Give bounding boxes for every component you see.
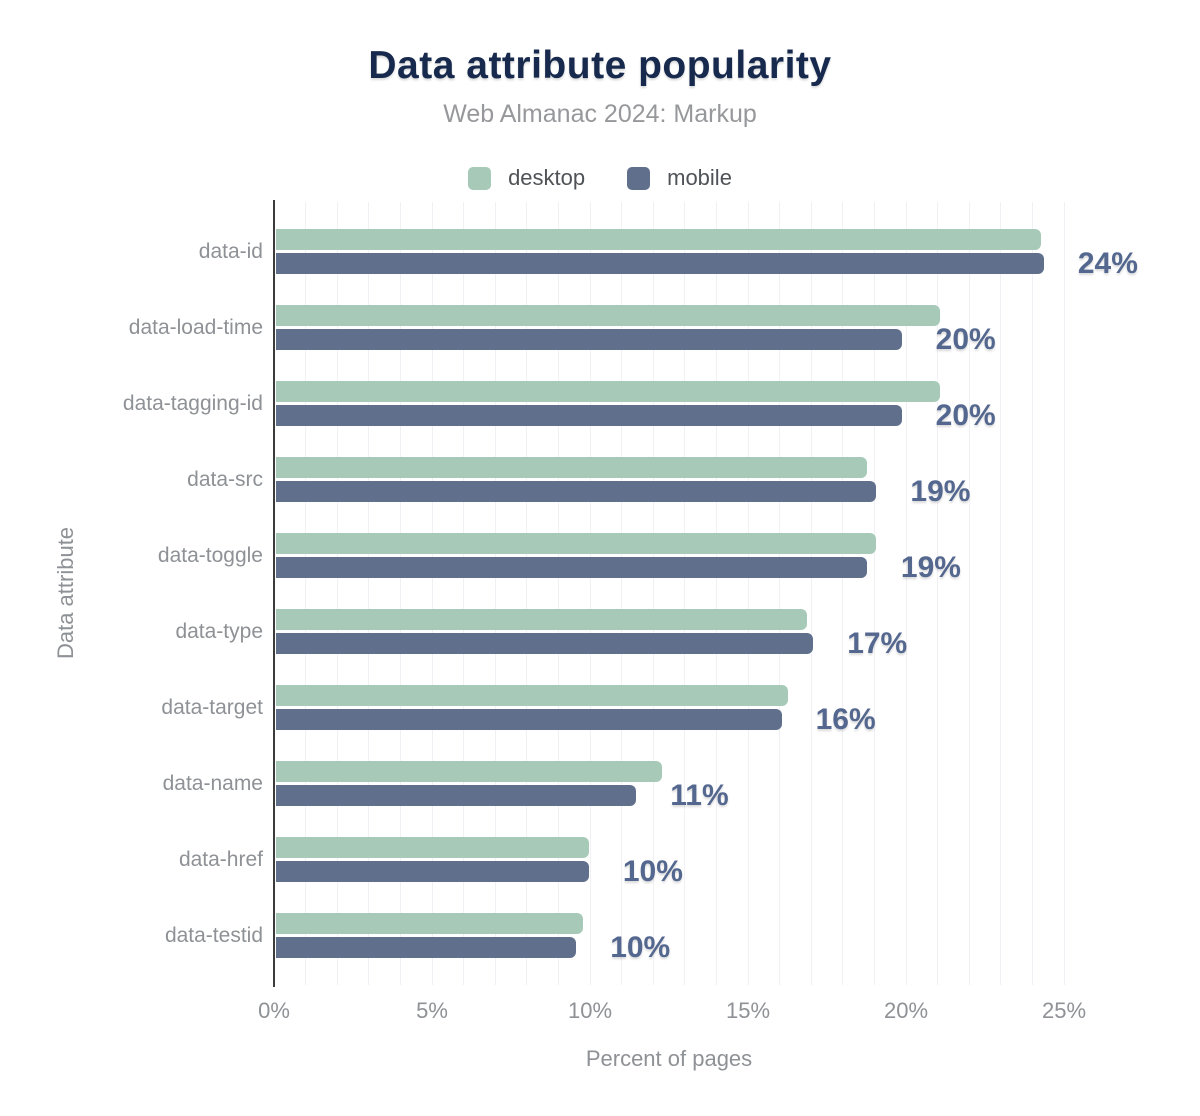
gridline bbox=[652, 202, 654, 985]
bar-desktop[interactable] bbox=[276, 837, 589, 858]
chart-title: Data attribute popularity bbox=[368, 44, 832, 87]
legend-label-desktop: desktop bbox=[508, 165, 586, 190]
category-label: data-name bbox=[162, 772, 263, 795]
bar-desktop[interactable] bbox=[276, 913, 583, 934]
gridline bbox=[810, 202, 812, 985]
gridline bbox=[873, 202, 875, 985]
category-label: data-target bbox=[161, 696, 263, 719]
bar-mobile[interactable] bbox=[276, 709, 782, 730]
gridline bbox=[842, 202, 844, 985]
category-label: data-toggle bbox=[157, 544, 263, 567]
bar-desktop[interactable] bbox=[276, 533, 877, 554]
x-tick-label: 20% bbox=[883, 998, 929, 1023]
value-label: 19% bbox=[900, 551, 961, 584]
value-label: 17% bbox=[847, 627, 908, 660]
bar-mobile[interactable] bbox=[276, 405, 902, 426]
bar-desktop[interactable] bbox=[276, 305, 940, 326]
legend: desktop mobile bbox=[0, 164, 1200, 192]
desktop-swatch-icon bbox=[468, 166, 492, 190]
y-axis-line bbox=[273, 200, 275, 987]
bar-mobile[interactable] bbox=[276, 937, 577, 958]
gridline bbox=[1000, 202, 1002, 985]
bar-desktop[interactable] bbox=[276, 761, 662, 782]
value-label: 11% bbox=[670, 779, 729, 812]
gridline bbox=[368, 202, 370, 985]
gridline bbox=[1031, 202, 1033, 985]
category-label: data-testid bbox=[164, 924, 263, 947]
gridline bbox=[463, 202, 465, 985]
mobile-swatch-icon bbox=[627, 166, 651, 190]
gridline bbox=[621, 202, 623, 985]
gridline bbox=[1063, 202, 1065, 985]
chart-subtitle: Web Almanac 2024: Markup bbox=[443, 100, 757, 128]
gridline bbox=[684, 202, 686, 985]
y-axis-title: Data attribute bbox=[53, 526, 78, 660]
bar-mobile[interactable] bbox=[276, 481, 877, 502]
gridline bbox=[937, 202, 939, 985]
bar-mobile[interactable] bbox=[276, 329, 902, 350]
bar-desktop[interactable] bbox=[276, 457, 867, 478]
bar-mobile[interactable] bbox=[276, 785, 637, 806]
gridline bbox=[968, 202, 970, 985]
gridline bbox=[589, 202, 591, 985]
bar-desktop[interactable] bbox=[276, 609, 807, 630]
value-label: 10% bbox=[622, 855, 683, 888]
category-label: data-load-time bbox=[128, 316, 263, 339]
gridline bbox=[905, 202, 907, 985]
bar-desktop[interactable] bbox=[276, 229, 1041, 250]
bar-mobile[interactable] bbox=[276, 253, 1044, 274]
value-label: 10% bbox=[610, 931, 671, 964]
legend-item-mobile[interactable]: mobile bbox=[627, 165, 732, 191]
value-label: 19% bbox=[910, 475, 971, 508]
x-tick-label: 15% bbox=[725, 998, 771, 1023]
gridline bbox=[557, 202, 559, 985]
category-label: data-href bbox=[178, 848, 263, 871]
gridline bbox=[526, 202, 528, 985]
gridline bbox=[494, 202, 496, 985]
bar-mobile[interactable] bbox=[276, 861, 589, 882]
gridline bbox=[431, 202, 433, 985]
value-label: 16% bbox=[815, 703, 876, 736]
bar-mobile[interactable] bbox=[276, 557, 867, 578]
gridline bbox=[336, 202, 338, 985]
category-label: data-src bbox=[187, 468, 263, 491]
gridline bbox=[779, 202, 781, 985]
gridline bbox=[747, 202, 749, 985]
x-tick-label: 10% bbox=[567, 998, 613, 1023]
value-label: 20% bbox=[935, 323, 996, 356]
value-label: 24% bbox=[1077, 247, 1138, 280]
category-label: data-type bbox=[175, 620, 263, 643]
gridline bbox=[305, 202, 307, 985]
x-tick-label: 0% bbox=[258, 998, 290, 1023]
bar-mobile[interactable] bbox=[276, 633, 814, 654]
bar-desktop[interactable] bbox=[276, 381, 940, 402]
x-axis-title: Percent of pages bbox=[585, 1046, 753, 1071]
x-tick-label: 25% bbox=[1041, 998, 1087, 1023]
category-label: data-id bbox=[198, 240, 263, 263]
gridline bbox=[399, 202, 401, 985]
legend-item-desktop[interactable]: desktop bbox=[468, 165, 585, 191]
value-label: 20% bbox=[935, 399, 996, 432]
category-label: data-tagging-id bbox=[122, 392, 263, 415]
bar-desktop[interactable] bbox=[276, 685, 788, 706]
x-tick-label: 5% bbox=[416, 998, 448, 1023]
legend-label-mobile: mobile bbox=[667, 165, 732, 190]
gridline bbox=[715, 202, 717, 985]
